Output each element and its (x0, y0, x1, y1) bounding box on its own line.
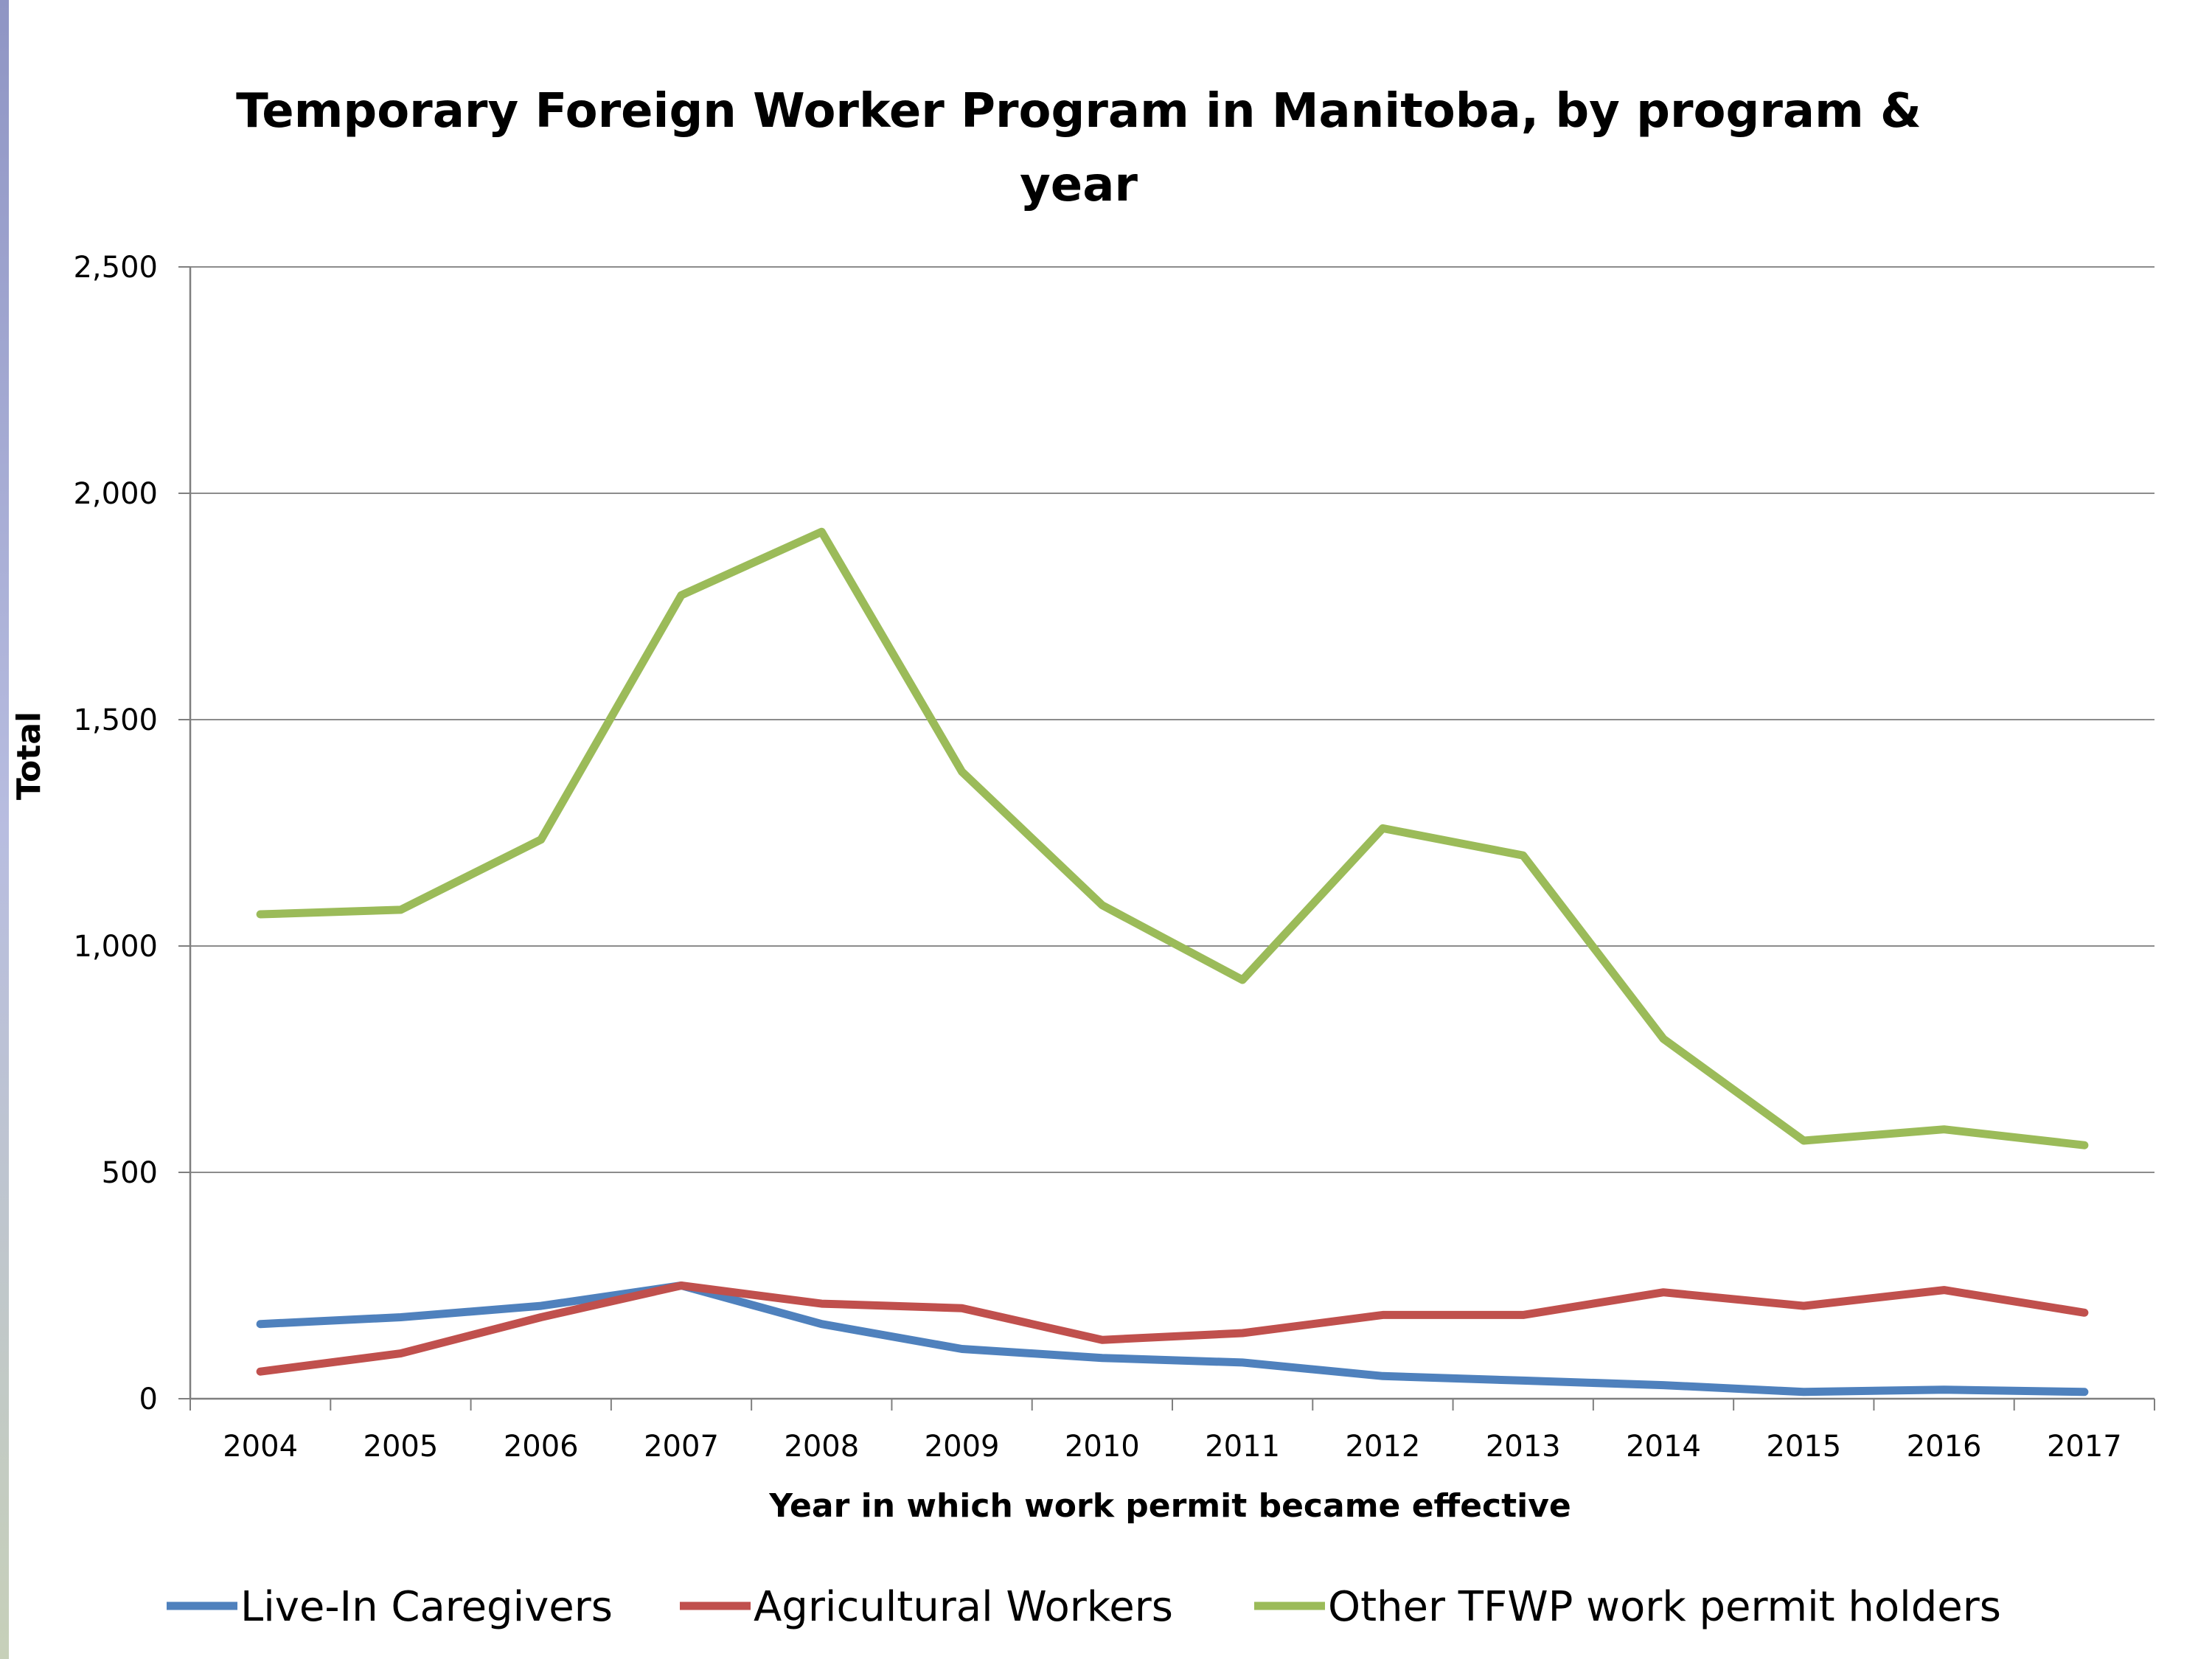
series-line-1 (256, 1281, 2089, 1397)
x-axis-title: Year in which work permit became effecti… (768, 1487, 1571, 1525)
legend-label-1: Live-In Caregivers (240, 1583, 613, 1631)
chart-title-line-1: Temporary Foreign Worker Program in Mani… (236, 84, 1921, 139)
x-tick-label: 2012 (1346, 1430, 1421, 1464)
series-line-2 (256, 1281, 2089, 1376)
y-tick-labels: 0 500 1,000 1,500 2,000 2,500 (73, 251, 158, 1416)
legend-label-2: Agricultural Workers (754, 1583, 1173, 1631)
data-series (256, 527, 2089, 1397)
legend-label-3: Other TFWP work permit holders (1328, 1583, 2001, 1631)
y-tick-label: 1,500 (73, 703, 158, 737)
x-tick-label: 2013 (1486, 1430, 1561, 1464)
x-tick-label: 2007 (644, 1430, 719, 1464)
y-tick-label: 2,000 (73, 477, 158, 511)
x-tick-label: 2011 (1205, 1430, 1280, 1464)
axes (178, 266, 2155, 1411)
x-tick-label: 2017 (2047, 1430, 2122, 1464)
x-tick-label: 2015 (1766, 1430, 1841, 1464)
y-tick-label: 1,000 (73, 930, 158, 964)
y-tick-label: 500 (102, 1156, 158, 1190)
legend: Live-In Caregivers Agricultural Workers Ot… (167, 1583, 2001, 1631)
x-tick-label: 2016 (1907, 1430, 1982, 1464)
x-tick-label: 2009 (925, 1430, 1000, 1464)
x-tick-label: 2014 (1626, 1430, 1701, 1464)
gridlines (190, 266, 2154, 1173)
slide-left-accent (0, 0, 9, 1659)
x-tick-label: 2004 (223, 1430, 298, 1464)
series-line-3 (256, 527, 2089, 1150)
y-tick-label: 2,500 (73, 251, 158, 285)
chart-title-line-2: year (1020, 158, 1138, 212)
y-tick-label: 0 (139, 1382, 158, 1416)
x-tick-label: 2008 (784, 1430, 859, 1464)
y-axis-title: Total (10, 712, 48, 800)
x-tick-label: 2010 (1065, 1430, 1140, 1464)
x-tick-label: 2006 (504, 1430, 579, 1464)
x-tick-label: 2005 (364, 1430, 439, 1464)
x-tick-labels: 2004 2005 2006 2007 2008 2009 2010 2011 2012 2013… (223, 1430, 2122, 1464)
